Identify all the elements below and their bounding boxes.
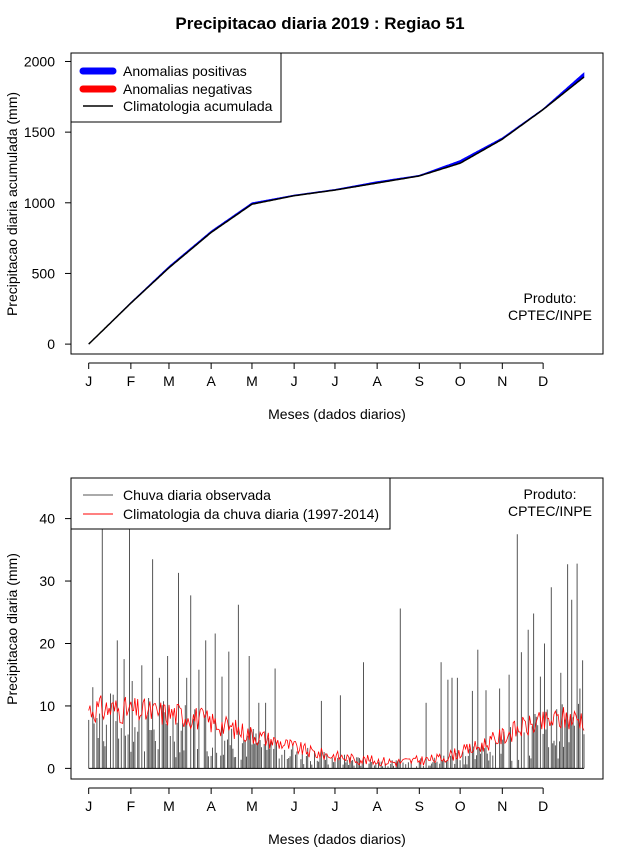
climatology-line-group: [88, 695, 585, 768]
y-tick-label: 30: [39, 573, 55, 589]
y-axis-label: Precipitacao diaria acumulada (mm): [4, 92, 20, 316]
x-tick-label: O: [455, 373, 466, 389]
y-tick-label: 0: [47, 760, 55, 776]
x-tick-label: M: [163, 798, 175, 814]
y-tick-label: 40: [39, 511, 55, 527]
credit-line2: CPTEC/INPE: [508, 307, 592, 323]
series-group: [88, 72, 585, 345]
y-axis-label: Precipitacao diaria (mm): [4, 553, 20, 705]
y-tick-label: 500: [32, 265, 56, 281]
legend-box: [70, 477, 391, 530]
x-tick-label: S: [415, 373, 424, 389]
y-axis: 0 500 1000 1500 2000: [24, 53, 71, 352]
legend-label-climatology: Climatologia acumulada: [123, 98, 273, 114]
daily-precipitation-chart: 0 10 20 30 40 J F M A M J J A S O N D Precipitacao diar…: [4, 477, 604, 847]
y-axis: 0 10 20 30 40: [39, 511, 71, 776]
legend-label-positive: Anomalias positivas: [123, 63, 247, 79]
page-title: Precipitacao diaria 2019 : Regiao 51: [175, 14, 465, 33]
x-tick-label: J: [85, 373, 92, 389]
x-tick-label: M: [246, 798, 258, 814]
credit-line1: Produto:: [524, 290, 577, 306]
y-tick-label: 1500: [24, 124, 55, 140]
cumulative-precipitation-chart: 0 500 1000 1500 2000 J F M A M J J A S O N D Precipitac…: [4, 52, 604, 422]
x-tick-label: S: [415, 798, 424, 814]
legend: Anomalias positivas Anomalias negativas …: [70, 52, 282, 123]
x-tick-label: M: [246, 373, 258, 389]
x-tick-label: F: [127, 373, 136, 389]
legend-label-negative: Anomalias negativas: [123, 81, 252, 97]
x-tick-label: D: [538, 798, 548, 814]
x-tick-label: F: [127, 798, 136, 814]
credit: Produto: CPTEC/INPE: [508, 290, 592, 323]
y-tick-label: 1000: [24, 195, 55, 211]
credit-line2: CPTEC/INPE: [508, 503, 592, 519]
climatology-cumulative-line: [88, 76, 585, 345]
x-tick-label: A: [372, 373, 382, 389]
x-tick-label: O: [455, 798, 466, 814]
x-tick-label: J: [85, 798, 92, 814]
legend-label-climatology: Climatologia da chuva diaria (1997-2014): [123, 506, 379, 522]
y-tick-label: 10: [39, 698, 55, 714]
x-tick-label: J: [331, 798, 338, 814]
x-tick-label: D: [538, 373, 548, 389]
credit-line1: Produto:: [524, 486, 577, 502]
x-axis-label: Meses (dados diarios): [268, 406, 406, 422]
x-axis-label: Meses (dados diarios): [268, 831, 406, 847]
climatology-daily-line: [88, 695, 585, 768]
x-tick-label: M: [163, 373, 175, 389]
x-tick-label: A: [206, 798, 216, 814]
x-tick-label: J: [291, 373, 298, 389]
plot-frame: [70, 52, 604, 355]
observed-bars-group: [88, 518, 585, 769]
x-tick-label: N: [497, 373, 507, 389]
legend-label-observed: Chuva diaria observada: [123, 487, 271, 503]
y-tick-label: 2000: [24, 53, 55, 69]
x-tick-label: N: [497, 798, 507, 814]
y-tick-label: 0: [47, 336, 55, 352]
y-tick-label: 20: [39, 635, 55, 651]
x-tick-label: A: [206, 373, 216, 389]
credit: Produto: CPTEC/INPE: [508, 486, 592, 519]
x-tick-label: J: [291, 798, 298, 814]
x-tick-label: J: [331, 373, 338, 389]
legend: Chuva diaria observada Climatologia da c…: [70, 477, 391, 530]
x-tick-label: A: [372, 798, 382, 814]
